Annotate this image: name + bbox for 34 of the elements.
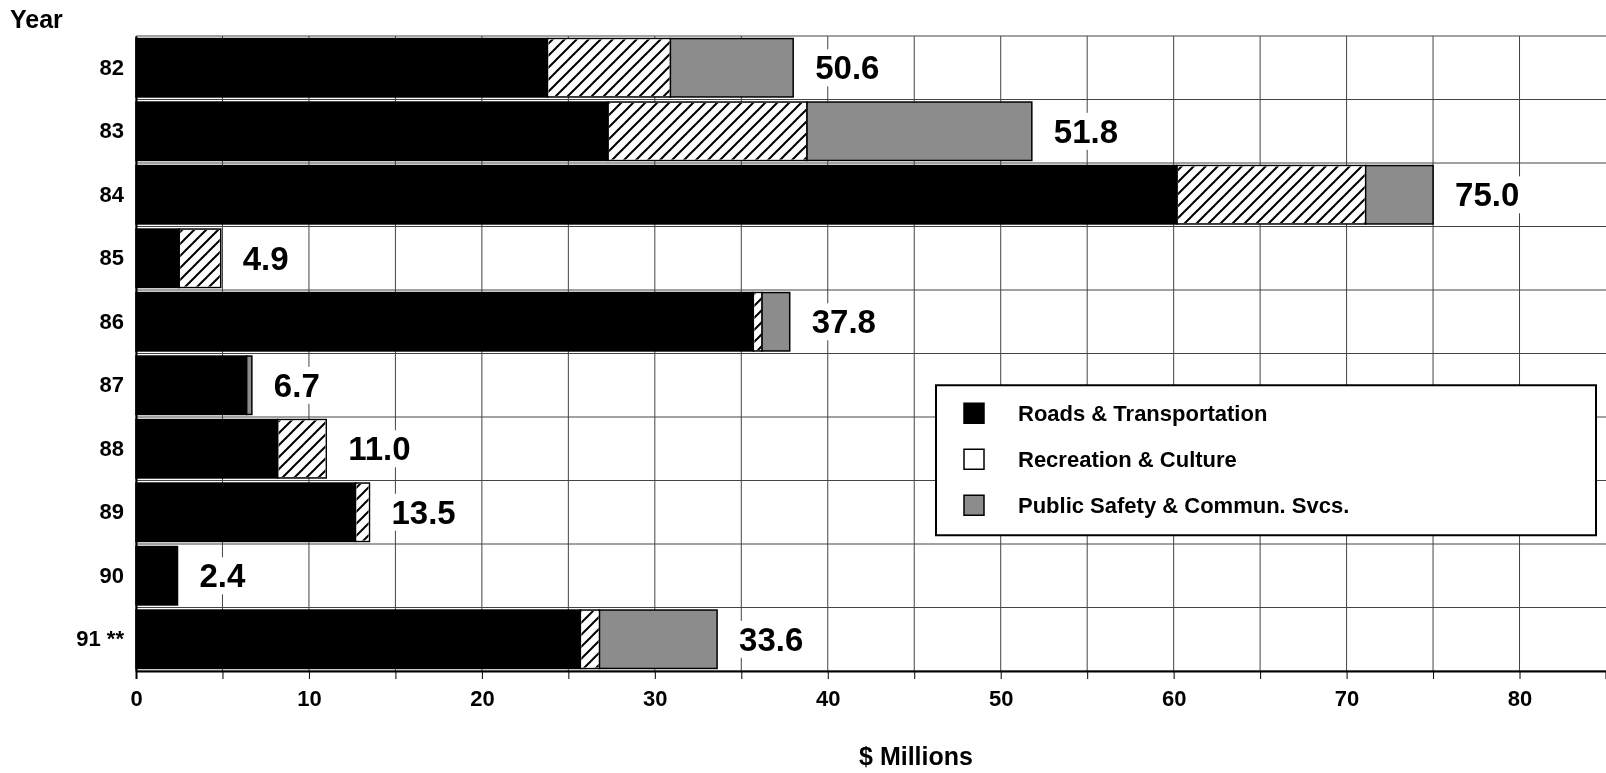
annotation: 50.6	[815, 49, 880, 87]
x-tick-label: 70	[1334, 686, 1360, 712]
x-tick-label: 50	[988, 686, 1014, 712]
x-tick-label: 0	[130, 686, 143, 712]
y-tick-label: 83	[99, 118, 124, 144]
legend-label: Recreation & Culture	[1018, 446, 1237, 472]
legend-label: Public Safety & Commun. Svcs.	[1018, 492, 1350, 518]
x-tick-label: 40	[816, 686, 841, 712]
x-tick-label: 20	[470, 686, 495, 712]
annotation: 13.5	[391, 493, 456, 531]
annotation: 4.9	[242, 239, 289, 277]
x-tick-label: 10	[297, 686, 322, 712]
y-tick-label: 87	[99, 372, 124, 398]
y-tick-label: 82	[99, 54, 124, 80]
x-axis-title: $ Millions	[859, 742, 973, 770]
y-tick-label: 85	[99, 245, 124, 271]
annotation: 33.6	[739, 620, 804, 658]
x-tick-label: 30	[643, 686, 668, 712]
annotation: 6.7	[273, 366, 320, 404]
y-tick-label: 88	[99, 435, 124, 461]
annotation: 75.0	[1455, 176, 1520, 214]
y-tick-label: 91 **	[76, 626, 125, 652]
y-tick-label: 84	[99, 181, 125, 207]
annotation: 51.8	[1053, 112, 1119, 150]
annotation: 11.0	[348, 430, 411, 468]
legend-label: Roads & Transportation	[1018, 400, 1268, 426]
y-tick-label: 86	[99, 308, 124, 334]
y-axis-title: Year	[10, 5, 64, 33]
x-tick-label: 80	[1507, 686, 1533, 712]
y-tick-label: 90	[99, 562, 124, 588]
annotation: 2.4	[199, 557, 247, 595]
y-tick-label: 89	[99, 499, 124, 525]
x-tick-label: 60	[1161, 686, 1187, 712]
annotation: 37.8	[811, 303, 876, 341]
